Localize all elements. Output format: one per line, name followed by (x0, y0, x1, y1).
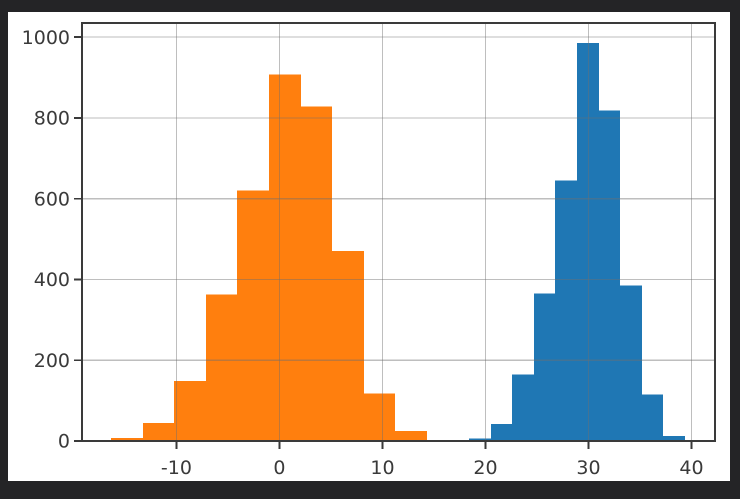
x-tick-label: 10 (370, 457, 394, 479)
blue-distribution-bar (534, 293, 555, 441)
orange-distribution-bar (364, 393, 395, 441)
blue-distribution-bar (491, 424, 512, 441)
y-tick-label: 200 (34, 350, 70, 372)
x-tick-label: 20 (473, 457, 497, 479)
x-tick-label: 40 (679, 457, 703, 479)
y-tick-label: 1000 (22, 27, 70, 49)
blue-distribution-bar (620, 285, 642, 441)
orange-distribution-bar (143, 423, 174, 441)
orange-distribution-bar (237, 190, 269, 441)
blue-distribution-bar (599, 110, 620, 442)
matplotlib-figure: -10 0 10 20 30 40 0 200 400 600 800 1000 (8, 12, 730, 481)
blue-distribution-bar (555, 180, 577, 441)
blue-distribution-bar (642, 394, 663, 441)
orange-distribution-bar (395, 430, 427, 441)
x-tick-label: 30 (576, 457, 600, 479)
orange-distribution-bar (301, 106, 332, 441)
orange-distribution-bar (174, 381, 206, 441)
y-tick-label: 800 (34, 108, 70, 130)
plot-border (81, 22, 716, 442)
orange-distribution-bar (332, 251, 364, 441)
y-tick-label: 600 (34, 188, 70, 210)
blue-distribution-bar (512, 374, 534, 441)
orange-distribution-bar (111, 438, 143, 441)
orange-distribution-bar (269, 74, 301, 441)
blue-distribution-bar (469, 438, 491, 441)
blue-distribution-bar (577, 43, 599, 441)
orange-distribution-bar (206, 294, 237, 441)
y-tick-label: 400 (34, 269, 70, 291)
blue-distribution-bar (663, 436, 685, 441)
x-tick-label: 0 (273, 457, 285, 479)
x-tick-label: -10 (161, 457, 192, 479)
y-tick-label: 0 (58, 431, 70, 453)
